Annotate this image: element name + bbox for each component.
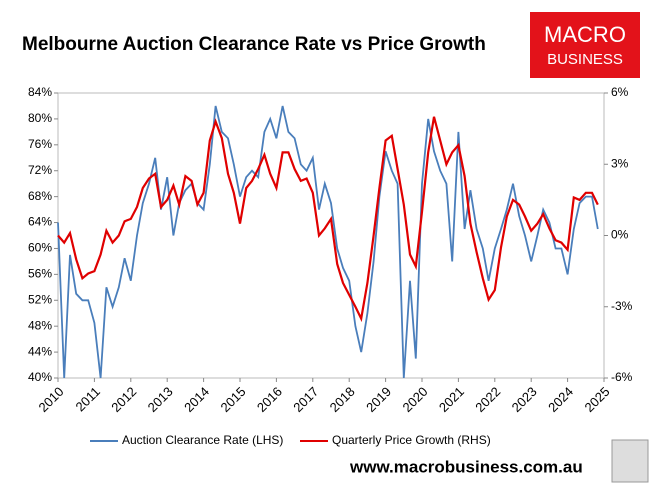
x-tick-label: 2010	[35, 384, 66, 415]
plot-frame	[57, 92, 605, 379]
y-tick-label: 80%	[28, 111, 52, 125]
x-tick-label: 2014	[181, 384, 212, 415]
legend-label: Auction Clearance Rate (LHS)	[122, 433, 283, 447]
x-tick-label: 2022	[472, 384, 503, 415]
x-tick-label: 2021	[436, 384, 467, 415]
y-tick-label: 52%	[28, 292, 52, 306]
y-tick-label: 68%	[28, 189, 52, 203]
y-tick-label: 72%	[28, 163, 52, 177]
series-line	[57, 116, 599, 323]
y-tick-label: 40%	[28, 370, 52, 384]
logo-text: BUSINESS	[547, 51, 623, 68]
y-tick-label: 48%	[28, 318, 52, 332]
y2-tick-label: -3%	[611, 299, 633, 313]
x-tick-label: 2023	[509, 384, 540, 415]
y2-tick-label: -6%	[611, 370, 633, 384]
x-tick-label: 2025	[581, 384, 612, 415]
x-tick-label: 2020	[399, 384, 430, 415]
x-tick-label: 2013	[145, 384, 176, 415]
y-tick-label: 56%	[28, 267, 52, 281]
x-tick-label: 2018	[327, 384, 358, 415]
y2-tick-label: 3%	[611, 156, 629, 170]
wolf-icon	[611, 439, 649, 483]
x-tick-label: 2017	[290, 384, 321, 415]
x-tick-label: 2012	[108, 384, 139, 415]
y-tick-label: 84%	[28, 85, 52, 99]
logo-text: MACRO	[544, 22, 626, 47]
y2-tick-label: 6%	[611, 85, 629, 99]
footer-url: www.macrobusiness.com.au	[349, 457, 583, 476]
x-tick-label: 2011	[73, 384, 103, 414]
y-tick-label: 64%	[28, 215, 52, 229]
y2-tick-label: 0%	[611, 228, 629, 242]
x-tick-label: 2024	[545, 384, 576, 415]
y-tick-label: 60%	[28, 241, 52, 255]
x-tick-label: 2015	[217, 384, 248, 415]
y-tick-label: 44%	[28, 344, 52, 358]
x-tick-label: 2016	[254, 384, 285, 415]
y-tick-label: 76%	[28, 137, 52, 151]
series-line	[57, 105, 599, 379]
legend-label: Quarterly Price Growth (RHS)	[332, 433, 491, 447]
logo-box	[530, 12, 640, 78]
chart-title: Melbourne Auction Clearance Rate vs Pric…	[22, 34, 486, 55]
x-tick-label: 2019	[363, 384, 394, 415]
